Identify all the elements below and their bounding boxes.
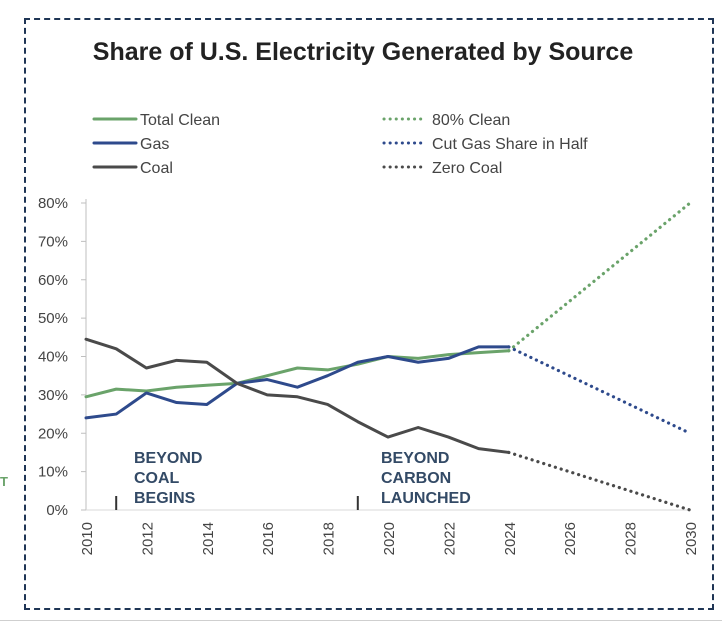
- y-tick-label: 80%: [38, 195, 68, 212]
- x-tick-label: 2014: [200, 522, 217, 555]
- x-tick-label: 2010: [79, 522, 96, 555]
- y-tick-label: 20%: [38, 425, 68, 442]
- legend-label: Zero Coal: [432, 160, 502, 177]
- y-tick-label: 60%: [38, 272, 68, 289]
- x-tick-label: 2018: [321, 522, 338, 555]
- legend-label: Total Clean: [140, 112, 220, 129]
- page-divider: [0, 620, 722, 621]
- x-tick-label: 2028: [623, 522, 640, 555]
- x-tick-label: 2020: [381, 522, 398, 555]
- edge-text: T: [0, 474, 8, 489]
- y-tick-label: 10%: [38, 464, 68, 481]
- legend-label: Coal: [140, 160, 173, 177]
- y-tick-label: 40%: [38, 349, 68, 366]
- chart-frame: [24, 18, 714, 610]
- annotation-text: CARBON: [381, 470, 451, 487]
- legend-label: Cut Gas Share in Half: [432, 136, 588, 153]
- series-line-80-clean: [507, 201, 692, 353]
- annotation-text: BEGINS: [134, 490, 196, 507]
- y-tick-label: 30%: [38, 387, 68, 404]
- series-line-zero-coal: [507, 450, 692, 512]
- x-tick-label: 2012: [139, 522, 156, 555]
- annotation-text: COAL: [134, 470, 180, 487]
- y-tick-label: 70%: [38, 233, 68, 250]
- annotation-text: BEYOND: [134, 450, 202, 467]
- x-tick-label: 2016: [260, 522, 277, 555]
- x-tick-label: 2030: [683, 522, 700, 555]
- x-tick-label: 2024: [502, 522, 519, 555]
- series-line-total-clean: [84, 349, 511, 399]
- series-line-coal: [84, 337, 511, 454]
- legend-label: 80% Clean: [432, 112, 510, 129]
- series-line-cut-gas-share-in-half: [507, 345, 692, 435]
- annotation-text: BEYOND: [381, 450, 449, 467]
- x-tick-label: 2022: [441, 522, 458, 555]
- chart-title: Share of U.S. Electricity Generated by S…: [92, 38, 634, 66]
- y-tick-label: 50%: [38, 310, 68, 327]
- y-tick-label: 0%: [46, 502, 68, 519]
- annotation-text: LAUNCHED: [381, 490, 471, 507]
- x-tick-label: 2026: [562, 522, 579, 555]
- legend-label: Gas: [140, 136, 169, 153]
- series-line-gas: [84, 345, 511, 420]
